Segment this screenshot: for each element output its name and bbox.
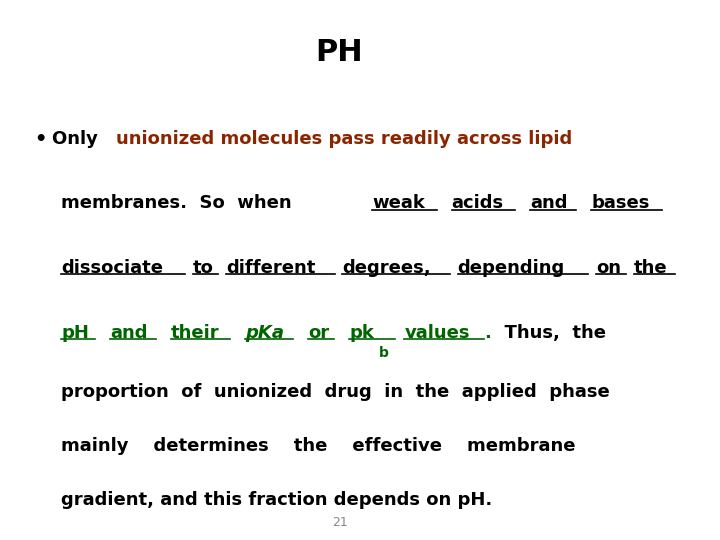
Text: different: different bbox=[226, 259, 315, 277]
Text: their: their bbox=[171, 324, 220, 342]
Text: weak: weak bbox=[372, 194, 425, 212]
Text: membranes.  So  when: membranes. So when bbox=[61, 194, 317, 212]
Text: acids: acids bbox=[451, 194, 504, 212]
Text: b: b bbox=[379, 346, 390, 360]
Text: .: . bbox=[484, 324, 491, 342]
Text: proportion  of  unionized  drug  in  the  applied  phase: proportion of unionized drug in the appl… bbox=[61, 383, 610, 401]
Text: 21: 21 bbox=[332, 516, 347, 529]
Text: unionized molecules pass readily across lipid: unionized molecules pass readily across … bbox=[116, 130, 572, 147]
Text: pKa: pKa bbox=[246, 324, 284, 342]
Text: gradient, and this fraction depends on pH.: gradient, and this fraction depends on p… bbox=[61, 491, 492, 509]
Text: depending: depending bbox=[458, 259, 565, 277]
Text: dissociate: dissociate bbox=[61, 259, 163, 277]
Text: bases: bases bbox=[591, 194, 649, 212]
Text: mainly    determines    the    effective    membrane: mainly determines the effective membrane bbox=[61, 437, 575, 455]
Text: degrees,: degrees, bbox=[342, 259, 431, 277]
Text: values: values bbox=[405, 324, 470, 342]
Text: or: or bbox=[308, 324, 329, 342]
Text: and: and bbox=[531, 194, 568, 212]
Text: Thus,  the: Thus, the bbox=[492, 324, 606, 342]
Text: •: • bbox=[34, 130, 46, 148]
Text: Only: Only bbox=[53, 130, 104, 147]
Text: and: and bbox=[110, 324, 148, 342]
Text: pH: pH bbox=[61, 324, 89, 342]
Text: the: the bbox=[634, 259, 667, 277]
Text: to: to bbox=[193, 259, 214, 277]
Text: PH: PH bbox=[315, 38, 364, 67]
Text: on: on bbox=[595, 259, 621, 277]
Text: pk: pk bbox=[349, 324, 374, 342]
